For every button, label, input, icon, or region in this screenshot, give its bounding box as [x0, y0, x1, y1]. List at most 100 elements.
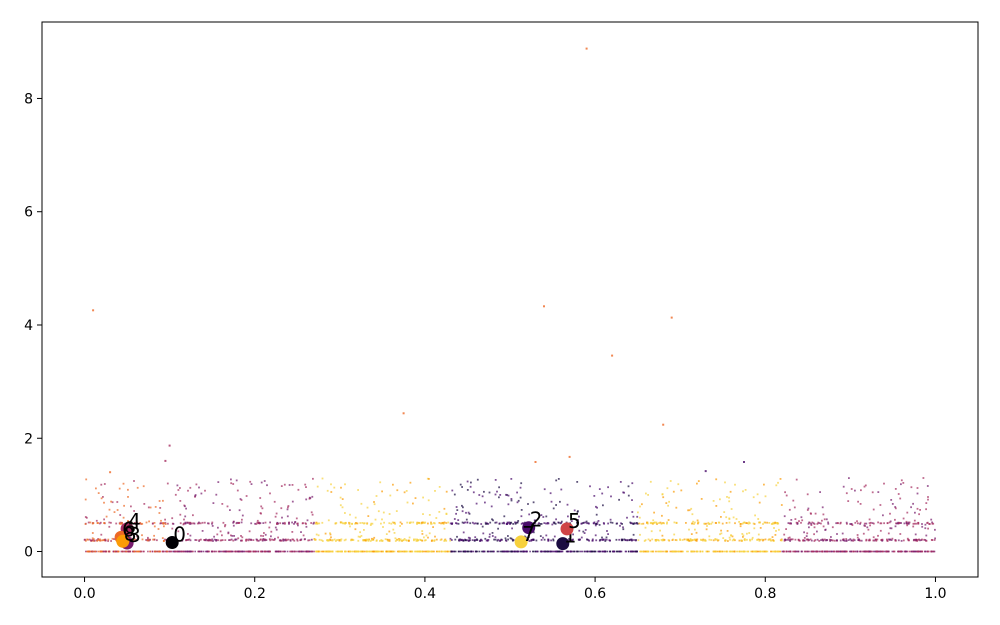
- data-point: [636, 522, 638, 524]
- data-point: [913, 522, 916, 525]
- data-point: [456, 535, 458, 538]
- data-point: [476, 522, 479, 525]
- data-point: [409, 481, 412, 484]
- data-point: [443, 539, 446, 541]
- data-point: [264, 538, 267, 541]
- data-point: [602, 550, 605, 553]
- data-point: [708, 550, 710, 553]
- data-point: [231, 550, 233, 553]
- data-point: [451, 550, 454, 553]
- data-point: [660, 550, 663, 553]
- data-point: [729, 550, 732, 553]
- data-point: [631, 511, 634, 513]
- data-point: [889, 538, 892, 541]
- data-point: [437, 550, 439, 553]
- data-point: [167, 522, 169, 525]
- data-point: [912, 525, 915, 528]
- data-point: [226, 550, 228, 553]
- data-point: [349, 513, 351, 516]
- data-point: [379, 550, 381, 553]
- data-point: [552, 539, 555, 542]
- data-point: [850, 523, 853, 525]
- data-point: [97, 550, 100, 553]
- data-point: [721, 550, 724, 553]
- data-point: [842, 539, 845, 541]
- data-point: [569, 522, 572, 525]
- data-point: [503, 515, 506, 518]
- data-point: [756, 539, 758, 541]
- data-point: [816, 538, 819, 541]
- data-point: [484, 501, 486, 504]
- x-tick-label: 0.4: [414, 586, 436, 602]
- data-point: [774, 522, 776, 524]
- data-point: [153, 534, 155, 537]
- data-point: [553, 550, 556, 553]
- y-tick-label: 4: [24, 318, 33, 334]
- data-point: [224, 525, 226, 528]
- data-point: [336, 550, 339, 553]
- data-point: [877, 550, 880, 553]
- data-point: [734, 483, 736, 486]
- y-tick-label: 8: [24, 91, 33, 107]
- data-point: [257, 550, 260, 553]
- data-point: [296, 522, 298, 525]
- data-point: [426, 477, 429, 480]
- data-point: [236, 521, 238, 524]
- data-point: [797, 550, 800, 553]
- data-point: [392, 528, 395, 531]
- data-point: [366, 522, 368, 525]
- data-point: [395, 510, 398, 512]
- data-point: [386, 550, 388, 553]
- data-point: [245, 539, 247, 542]
- data-point: [622, 491, 625, 494]
- data-point: [393, 550, 396, 553]
- data-point: [860, 539, 863, 542]
- data-point: [593, 522, 595, 525]
- data-point: [259, 512, 262, 514]
- data-point: [816, 523, 819, 525]
- data-point: [465, 539, 467, 542]
- data-point: [511, 527, 513, 530]
- data-point: [406, 501, 409, 504]
- data-point: [888, 521, 891, 524]
- data-point: [566, 550, 569, 553]
- data-point: [699, 550, 701, 553]
- data-point: [287, 505, 290, 507]
- data-point: [886, 522, 889, 525]
- data-point: [654, 539, 657, 542]
- data-point: [805, 550, 808, 553]
- data-point: [349, 550, 351, 553]
- data-point: [84, 539, 87, 542]
- data-point: [655, 550, 657, 553]
- data-point: [105, 515, 108, 518]
- data-point: [754, 514, 756, 517]
- data-point: [330, 536, 332, 539]
- data-point: [236, 489, 239, 492]
- data-point: [289, 550, 291, 553]
- data-point: [692, 520, 694, 523]
- data-point: [432, 526, 434, 528]
- data-point: [543, 488, 546, 491]
- data-point: [551, 523, 554, 526]
- data-point: [610, 495, 612, 498]
- data-points: [83, 47, 936, 553]
- data-point: [301, 550, 304, 553]
- data-point: [760, 538, 763, 541]
- data-point: [582, 522, 584, 524]
- data-point: [189, 534, 192, 537]
- data-point: [917, 538, 920, 541]
- data-point: [820, 550, 823, 553]
- data-point: [800, 521, 802, 524]
- data-point: [344, 550, 346, 553]
- data-point: [864, 550, 867, 553]
- data-point: [416, 538, 418, 541]
- data-point: [741, 550, 743, 553]
- data-point: [147, 506, 150, 509]
- data-point: [475, 539, 477, 541]
- data-point: [887, 532, 890, 535]
- data-point: [667, 539, 670, 541]
- data-point: [459, 550, 461, 553]
- data-point: [919, 550, 922, 553]
- data-point: [300, 550, 303, 553]
